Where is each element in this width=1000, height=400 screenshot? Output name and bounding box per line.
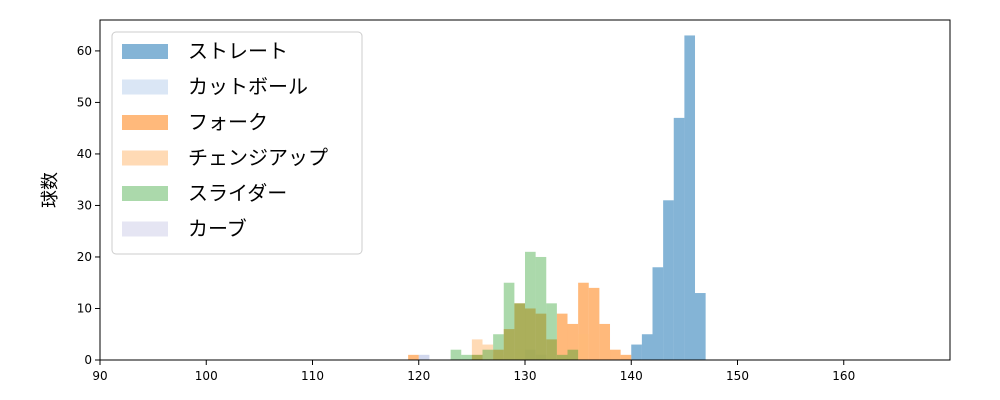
legend-label-5: カーブ (188, 217, 247, 241)
y-tick-label-6: 60 (77, 44, 92, 58)
legend-label-3: チェンジアップ (188, 146, 328, 170)
bar-3-3 (514, 349, 526, 360)
bar-4-6 (514, 303, 526, 360)
bar-0-5 (684, 35, 696, 360)
series-5 (418, 354, 430, 360)
y-tick-label-3: 30 (77, 198, 92, 212)
bar-4-11 (567, 349, 579, 360)
bar-2-13 (610, 349, 621, 360)
bar-3-5 (535, 354, 547, 360)
legend-label-2: フォーク (188, 110, 268, 134)
legend-label-0: ストレート (188, 39, 288, 63)
y-tick-label-0: 0 (84, 353, 92, 367)
bar-4-3 (482, 349, 494, 360)
x-tick-label-6: 150 (726, 369, 749, 383)
bar-3-6 (578, 334, 589, 360)
bar-2-6 (535, 313, 547, 360)
series-3 (471, 334, 589, 360)
bar-0-3 (663, 200, 674, 360)
x-tick-label-3: 120 (407, 369, 430, 383)
bar-4-4 (493, 334, 504, 360)
bar-2-8 (556, 313, 568, 360)
bar-3-1 (482, 344, 494, 360)
bar-0-6 (695, 293, 706, 360)
bar-2-7 (546, 339, 557, 360)
bar-4-5 (503, 282, 515, 360)
bar-2-3 (503, 329, 515, 360)
bar-5-0 (418, 354, 430, 360)
x-tick-label-1: 100 (195, 369, 218, 383)
legend-swatch-4 (122, 186, 168, 201)
y-tick-label-1: 10 (77, 301, 92, 315)
bar-4-2 (471, 354, 483, 360)
bar-0-0 (631, 344, 642, 360)
bar-2-9 (567, 323, 579, 360)
bar-2-0 (408, 354, 419, 360)
bar-3-4 (525, 349, 536, 360)
bar-2-12 (599, 323, 611, 360)
legend-label-4: スライダー (188, 181, 287, 205)
bar-0-4 (673, 117, 685, 360)
bar-2-14 (620, 354, 632, 360)
series-0 (631, 35, 706, 360)
bar-4-10 (556, 354, 568, 360)
bar-4-0 (450, 349, 462, 360)
y-axis: 0 10 20 30 40 50 60 (77, 44, 100, 367)
bar-0-2 (652, 267, 664, 360)
y-tick-label-2: 20 (77, 250, 92, 264)
x-tick-label-0: 90 (92, 369, 107, 383)
bar-2-10 (578, 282, 589, 360)
bar-4-8 (535, 256, 547, 360)
x-tick-label-2: 110 (301, 369, 324, 383)
x-tick-label-7: 160 (832, 369, 855, 383)
legend-swatch-3 (122, 150, 168, 166)
bar-4-7 (525, 251, 536, 360)
series-4 (450, 251, 579, 360)
x-axis: 90 100 110 120 130 140 150 160 (92, 360, 855, 383)
legend-box (111, 31, 363, 255)
x-tick-label-5: 140 (620, 369, 643, 383)
histogram-bars (408, 35, 706, 360)
bar-4-1 (461, 354, 472, 360)
x-tick-label-4: 130 (514, 369, 537, 383)
bar-3-2 (493, 354, 504, 360)
bar-4-9 (546, 303, 557, 360)
legend-swatch-2 (122, 115, 168, 130)
legend-swatch-5 (122, 221, 168, 237)
legend-label-1: カットボール (188, 75, 308, 99)
bar-2-5 (525, 308, 536, 360)
series-2 (408, 282, 632, 360)
bar-2-4 (514, 303, 526, 360)
bar-3-0 (471, 339, 483, 360)
y-axis-label: 球数 (40, 172, 61, 208)
bar-1-0 (418, 354, 430, 360)
legend-swatch-0 (122, 44, 168, 59)
legend-swatch-1 (122, 79, 168, 95)
y-tick-label-5: 50 (77, 95, 92, 109)
y-tick-label-4: 40 (77, 147, 92, 161)
bar-2-11 (588, 287, 600, 360)
bar-0-1 (641, 334, 653, 360)
